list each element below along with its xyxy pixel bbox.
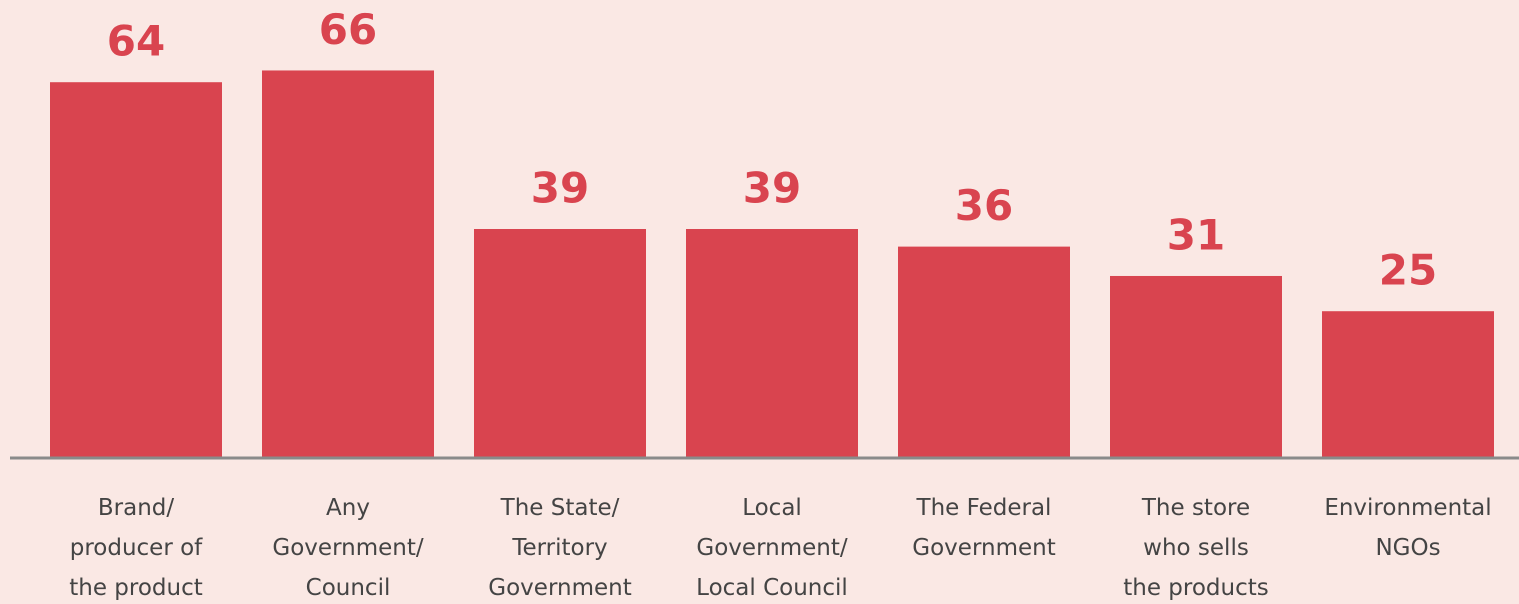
value-label: 39 — [743, 164, 801, 213]
x-tick-label: Environmental NGOs — [1324, 495, 1492, 561]
value-label: 64 — [107, 17, 165, 66]
bar — [1322, 311, 1494, 458]
bar — [898, 246, 1070, 458]
x-tick-label: Local Government/ Local Council — [696, 495, 848, 601]
value-label: 39 — [531, 164, 589, 213]
bar — [474, 229, 646, 458]
x-tick-label: Any Government/ Council — [272, 495, 424, 601]
x-tick-label: The Federal Government — [912, 495, 1056, 561]
value-label: 25 — [1379, 246, 1437, 295]
bar — [1110, 275, 1282, 458]
value-label: 66 — [319, 5, 377, 54]
value-label: 31 — [1167, 210, 1225, 259]
x-tick-label: The store who sells the products — [1123, 495, 1269, 601]
bar — [50, 82, 222, 458]
bar — [262, 70, 434, 458]
x-tick-label: The State/ Territory Government — [488, 495, 632, 601]
bar — [686, 229, 858, 458]
value-label: 36 — [955, 181, 1013, 230]
x-tick-label: Brand/ producer of the product — [69, 495, 203, 601]
